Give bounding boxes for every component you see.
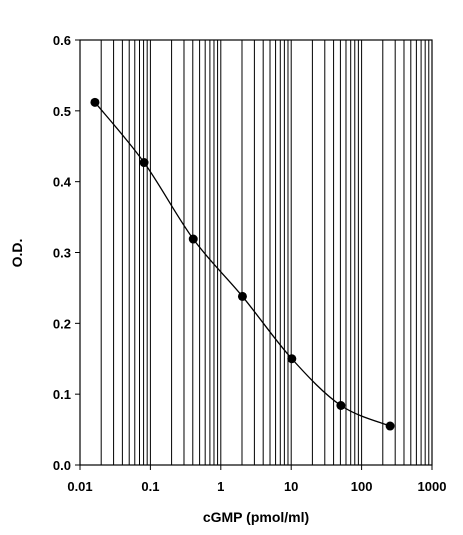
y-tick-label: 0.6 [53, 33, 71, 48]
x-tick-label: 10 [284, 479, 298, 494]
data-point [336, 401, 346, 410]
data-point [90, 97, 100, 107]
grid-lines [100, 40, 430, 465]
y-tick-label: 0.4 [53, 175, 72, 190]
y-tick-label: 0.3 [53, 246, 71, 261]
axes [75, 39, 433, 470]
plot-frame [79, 39, 433, 466]
x-tick-label: 0.1 [141, 479, 159, 494]
y-axis-label: O.D. [9, 239, 25, 268]
data-point [139, 158, 149, 168]
data-point [237, 291, 247, 301]
y-tick-label: 0.1 [53, 387, 71, 402]
tick-labels: 0.0 0.1 0.2 0.3 0.4 0.5 0.6 0.01 0.1 1 10 100 1000 [53, 33, 447, 494]
x-tick-label: 1000 [418, 479, 447, 494]
x-axis-label: cGMP (pmol/ml) [203, 509, 309, 525]
y-tick-label: 0.5 [53, 104, 71, 119]
x-tick-label: 0.01 [67, 479, 92, 494]
x-tick-label: 1 [217, 479, 224, 494]
data-point [188, 234, 198, 244]
data-series [90, 97, 395, 431]
x-tick-label: 100 [351, 479, 373, 494]
y-tick-label: 0.0 [53, 458, 71, 473]
y-tick-label: 0.2 [53, 316, 71, 331]
data-point [385, 421, 395, 431]
data-point [287, 354, 297, 364]
